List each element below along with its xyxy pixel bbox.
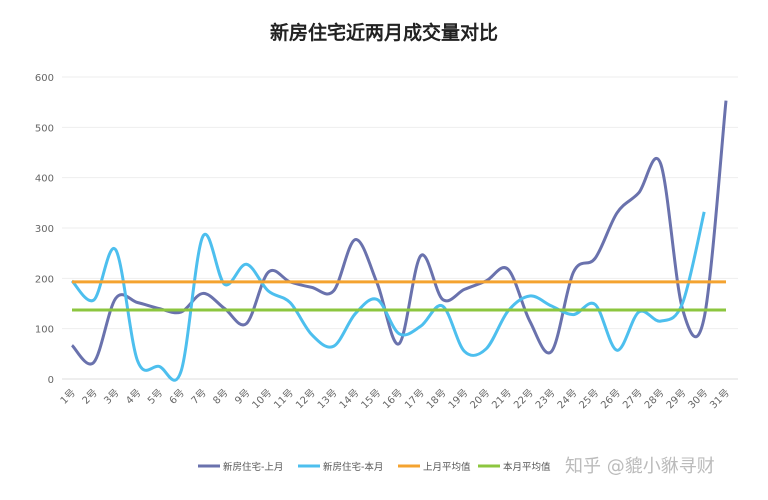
x-tick-label: 20号 (468, 387, 493, 412)
legend-label: 上月平均值 (423, 461, 471, 473)
legend-label: 本月平均值 (503, 461, 551, 473)
x-tick-label: 21号 (490, 387, 515, 412)
x-tick-label: 18号 (424, 387, 449, 412)
series-line-0 (70, 100, 728, 366)
y-tick-label: 400 (35, 174, 54, 185)
x-tick-label: 17号 (402, 387, 427, 412)
x-tick-label: 26号 (599, 387, 624, 412)
y-tick-label: 100 (35, 325, 54, 336)
y-tick-label: 300 (35, 224, 54, 235)
x-tick-label: 19号 (446, 387, 471, 412)
x-tick-label: 3号 (102, 387, 122, 407)
x-tick-label: 25号 (577, 387, 602, 412)
x-tick-label: 15号 (359, 387, 384, 412)
x-tick-label: 13号 (315, 387, 340, 412)
x-tick-label: 31号 (708, 387, 733, 412)
y-tick-label: 600 (35, 73, 54, 84)
x-tick-label: 29号 (664, 387, 689, 412)
x-tick-label: 12号 (293, 387, 318, 412)
legend-label: 新房住宅-本月 (323, 461, 383, 473)
x-tick-label: 23号 (533, 387, 558, 412)
x-tick-label: 10号 (250, 387, 275, 412)
x-tick-label: 11号 (272, 387, 297, 412)
x-tick-label: 28号 (642, 387, 667, 412)
x-tick-label: 4号 (123, 387, 143, 407)
y-tick-label: 200 (35, 274, 54, 285)
x-tick-label: 1号 (58, 387, 78, 407)
x-tick-label: 7号 (189, 387, 209, 407)
x-tick-label: 16号 (381, 387, 406, 412)
x-tick-label: 27号 (620, 387, 645, 412)
x-tick-label: 14号 (337, 387, 362, 412)
x-tick-label: 8号 (211, 387, 231, 407)
x-tick-label: 6号 (167, 387, 187, 407)
x-tick-label: 24号 (555, 387, 580, 412)
x-tick-label: 30号 (686, 387, 711, 412)
y-tick-label: 0 (48, 375, 54, 386)
series-line-1 (70, 211, 706, 382)
x-tick-label: 22号 (511, 387, 536, 412)
legend-label: 新房住宅-上月 (223, 461, 283, 473)
y-tick-label: 500 (35, 123, 54, 134)
chart-title: 新房住宅近两月成交量对比 (269, 22, 498, 44)
watermark: 知乎 @貔小貅寻财 (565, 456, 715, 477)
x-tick-label: 2号 (80, 387, 100, 407)
x-tick-label: 5号 (145, 387, 165, 407)
